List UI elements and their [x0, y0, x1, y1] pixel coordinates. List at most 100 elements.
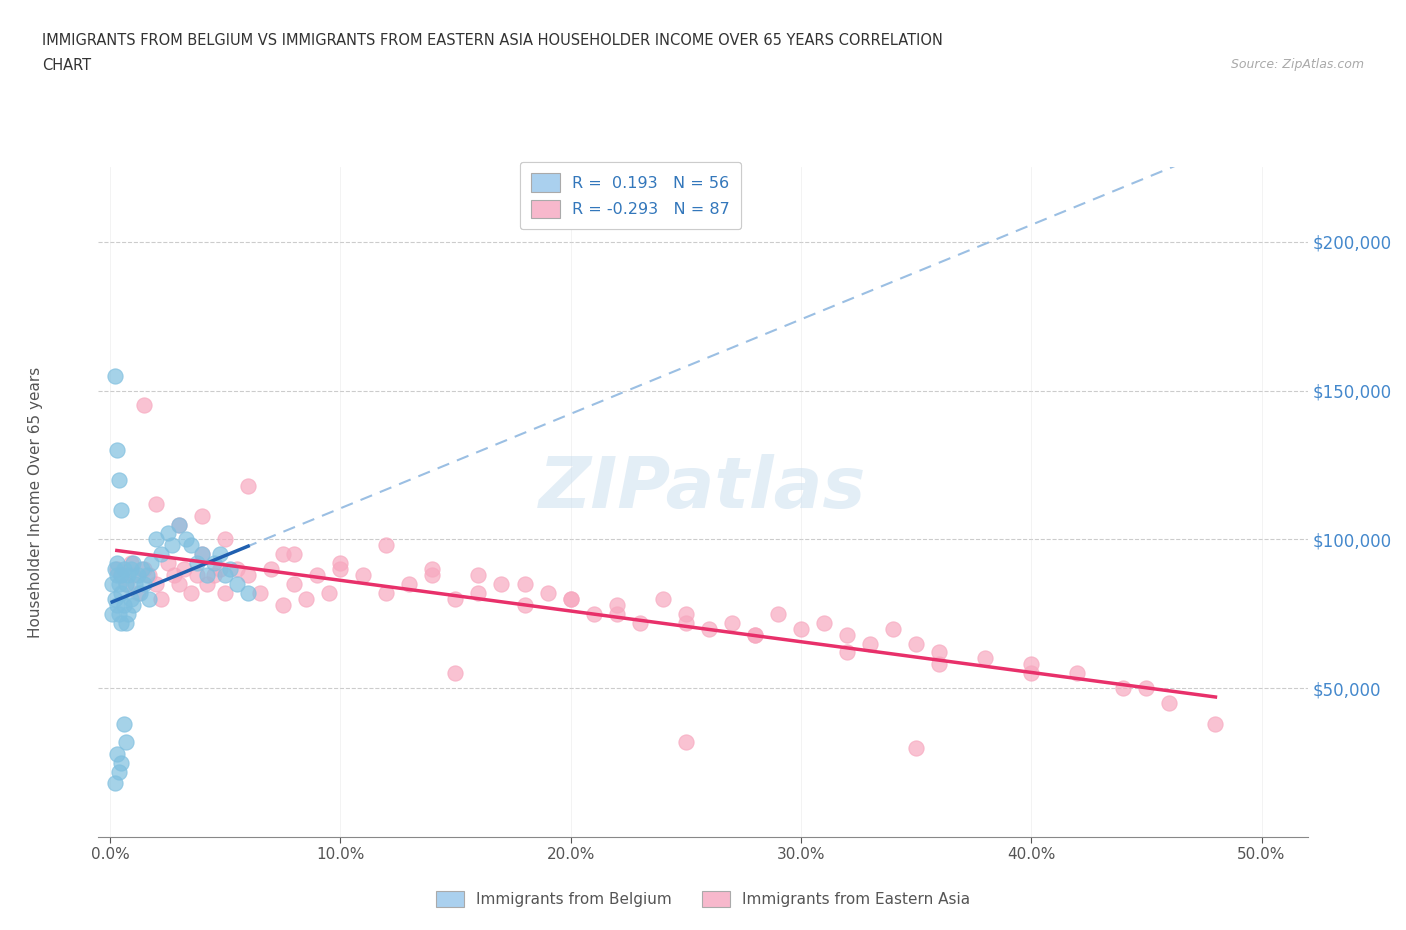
Text: CHART: CHART — [42, 58, 91, 73]
Point — [141, 556, 163, 571]
Point — [329, 556, 352, 571]
Legend: Immigrants from Belgium, Immigrants from Eastern Asia: Immigrants from Belgium, Immigrants from… — [430, 884, 976, 913]
Point — [422, 562, 444, 577]
Point — [697, 621, 720, 636]
Point — [156, 526, 179, 541]
Point — [180, 586, 202, 601]
Point — [120, 556, 142, 571]
Point — [271, 597, 294, 612]
Point — [167, 517, 190, 532]
Point — [218, 562, 240, 577]
Point — [375, 538, 398, 552]
Point — [467, 586, 489, 601]
Point — [112, 562, 135, 577]
Point — [1019, 657, 1042, 671]
Point — [560, 591, 582, 606]
Point — [675, 735, 697, 750]
Point — [145, 497, 167, 512]
Point — [115, 735, 138, 750]
Point — [174, 532, 197, 547]
Point — [236, 586, 259, 601]
Point — [122, 567, 145, 582]
Point — [191, 547, 214, 562]
Point — [138, 567, 160, 582]
Point — [294, 591, 316, 606]
Point — [122, 556, 145, 571]
Point — [1019, 666, 1042, 681]
Point — [1135, 681, 1157, 696]
Point — [145, 532, 167, 547]
Point — [744, 627, 766, 642]
Point — [444, 666, 467, 681]
Point — [134, 398, 156, 413]
Point — [163, 567, 186, 582]
Text: IMMIGRANTS FROM BELGIUM VS IMMIGRANTS FROM EASTERN ASIA HOUSEHOLDER INCOME OVER : IMMIGRANTS FROM BELGIUM VS IMMIGRANTS FR… — [42, 33, 943, 47]
Point — [307, 567, 329, 582]
Point — [882, 621, 904, 636]
Point — [191, 508, 214, 523]
Point — [160, 538, 183, 552]
Point — [105, 746, 128, 761]
Point — [149, 547, 172, 562]
Point — [859, 636, 882, 651]
Point — [110, 616, 132, 631]
Point — [225, 577, 247, 591]
Point — [905, 740, 928, 755]
Point — [271, 547, 294, 562]
Point — [117, 567, 139, 582]
Point — [1112, 681, 1135, 696]
Point — [236, 478, 259, 493]
Point — [112, 597, 135, 612]
Point — [513, 597, 536, 612]
Point — [115, 577, 138, 591]
Point — [186, 556, 208, 571]
Point — [120, 562, 142, 577]
Point — [974, 651, 997, 666]
Point — [628, 616, 651, 631]
Point — [134, 577, 156, 591]
Point — [202, 556, 225, 571]
Point — [195, 577, 218, 591]
Point — [491, 577, 513, 591]
Point — [318, 586, 340, 601]
Point — [127, 586, 149, 601]
Point — [115, 577, 138, 591]
Point — [813, 616, 835, 631]
Point — [124, 577, 146, 591]
Point — [101, 577, 124, 591]
Point — [1066, 666, 1088, 681]
Point — [138, 591, 160, 606]
Point — [905, 636, 928, 651]
Point — [422, 567, 444, 582]
Point — [149, 591, 172, 606]
Point — [1204, 716, 1226, 731]
Point — [651, 591, 673, 606]
Point — [835, 627, 858, 642]
Point — [110, 755, 132, 770]
Point — [105, 567, 128, 582]
Point — [467, 567, 489, 582]
Point — [108, 472, 131, 487]
Point — [560, 591, 582, 606]
Point — [582, 606, 605, 621]
Point — [249, 586, 271, 601]
Point — [214, 532, 236, 547]
Point — [675, 606, 697, 621]
Point — [260, 562, 283, 577]
Point — [105, 443, 128, 458]
Point — [283, 547, 305, 562]
Point — [191, 547, 214, 562]
Point — [214, 586, 236, 601]
Point — [156, 556, 179, 571]
Point — [101, 606, 124, 621]
Point — [105, 556, 128, 571]
Point — [103, 776, 125, 790]
Point — [105, 562, 128, 577]
Point — [375, 586, 398, 601]
Point — [225, 562, 247, 577]
Point — [444, 591, 467, 606]
Point — [108, 764, 131, 779]
Point — [103, 562, 125, 577]
Point — [352, 567, 374, 582]
Point — [398, 577, 420, 591]
